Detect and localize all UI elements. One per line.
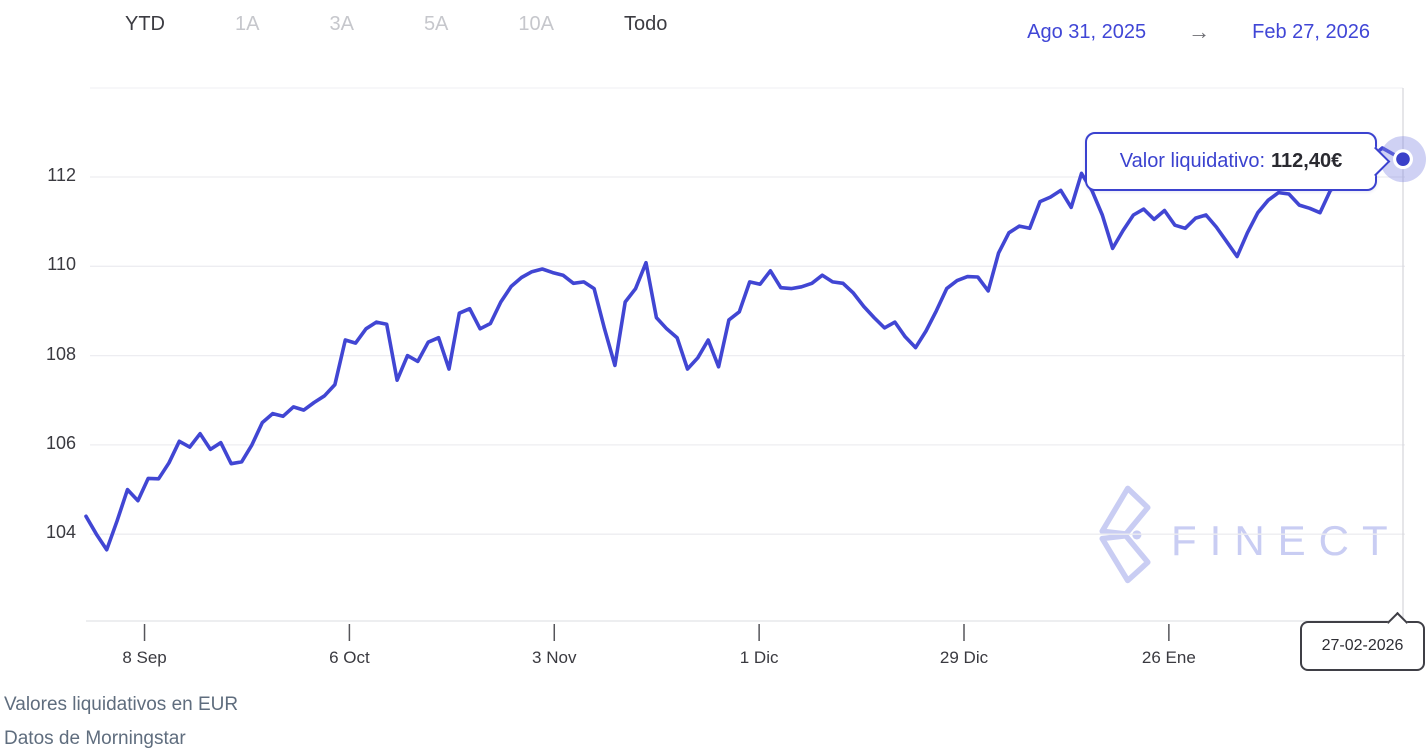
- arrow-right-icon: →: [1188, 19, 1211, 44]
- period-selector: YTD 1A 3A 5A 10A Todo: [125, 13, 667, 36]
- y-axis-label: 110: [47, 254, 76, 275]
- period-1a[interactable]: 1A: [235, 13, 260, 35]
- finect-logo-icon: [1099, 485, 1151, 584]
- x-axis-label: 3 Nov: [532, 648, 577, 667]
- y-axis-label: 106: [45, 432, 76, 453]
- period-ytd[interactable]: YTD: [125, 13, 165, 35]
- tooltip-label: Valor liquidativo:: [1119, 150, 1266, 172]
- x-axis-label: 29 Dic: [939, 648, 989, 667]
- crosshair-date-text: 27-02-2026: [1321, 637, 1404, 654]
- period-5a[interactable]: 5A: [423, 13, 449, 35]
- start-date-picker[interactable]: Ago 31, 2025: [1027, 20, 1147, 43]
- period-10a[interactable]: 10A: [518, 13, 554, 35]
- period-3a[interactable]: 3A: [329, 13, 354, 35]
- chart-footnotes: Valores liquidativos en EUR Datos de Mor…: [4, 688, 238, 754]
- end-date-picker[interactable]: Feb 27, 2026: [1252, 20, 1370, 43]
- x-axis-label: 26 Ene: [1141, 648, 1196, 667]
- finect-watermark: FINECT: [1093, 482, 1401, 586]
- y-axis-label: 108: [45, 343, 76, 364]
- watermark-text: FINECT: [1171, 517, 1401, 564]
- footnote-source: Datos de Morningstar: [4, 728, 186, 749]
- last-point-marker: [1396, 152, 1410, 166]
- tooltip-value: 112,40€: [1271, 150, 1343, 172]
- footnote-currency: Valores liquidativos en EUR: [4, 694, 239, 715]
- nav-series-line: [84, 146, 1405, 552]
- x-axis-label: 6 Oct: [329, 648, 370, 667]
- x-axis-label: 1 Dic: [739, 648, 779, 667]
- value-tooltip: Valor liquidativo: 112,40€: [1085, 132, 1391, 191]
- y-axis-label: 112: [47, 165, 76, 185]
- x-axis-label: 8 Sep: [122, 648, 167, 667]
- date-range: Ago 31, 2025 → Feb 27, 2026: [1027, 19, 1370, 45]
- crosshair-date-label: 27-02-2026: [1300, 611, 1425, 671]
- y-axis-label: 104: [45, 522, 76, 543]
- period-todo[interactable]: Todo: [624, 13, 668, 35]
